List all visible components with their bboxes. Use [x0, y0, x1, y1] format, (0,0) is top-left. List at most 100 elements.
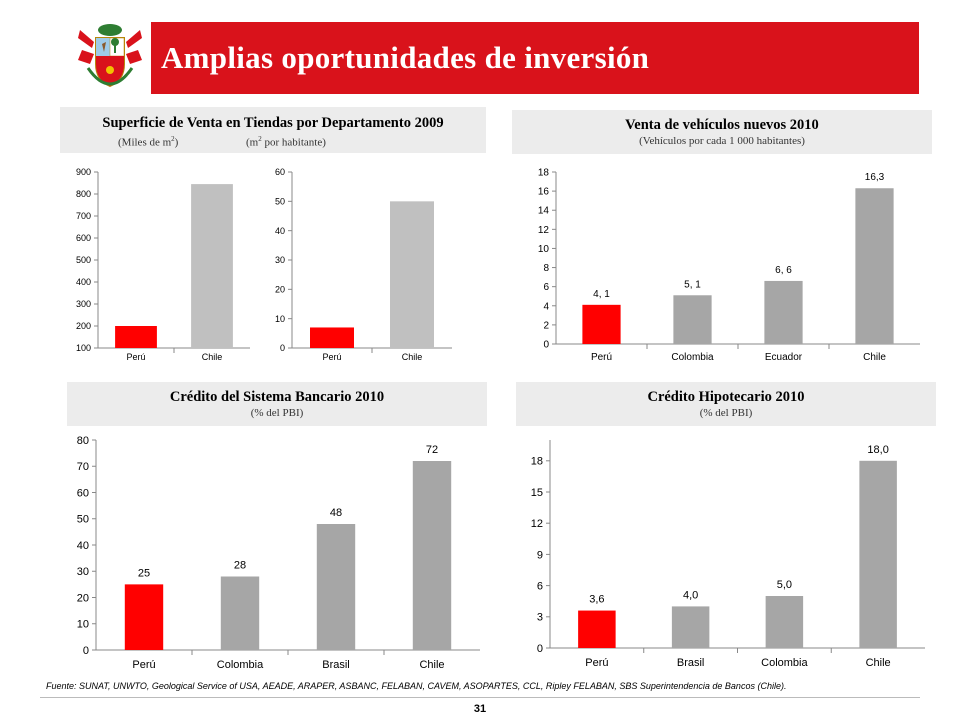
y-tick-label: 700	[76, 211, 91, 221]
y-tick-label: 3	[537, 612, 543, 624]
superficie-header: Superficie de Venta en Tiendas por Depar…	[60, 107, 486, 153]
data-label: 4, 1	[593, 289, 610, 300]
page-title: Amplias oportunidades de inversión	[161, 40, 650, 75]
bar-brasil	[316, 524, 356, 650]
x-category-label: Colombia	[217, 659, 264, 671]
bar-colombia	[765, 596, 804, 648]
y-tick-label: 20	[77, 592, 89, 604]
chart-vehiculos: 0 2 4 6 8 10 12 14 16 18 Perú 4, 1 Colombia 5, 1 Ecuad…	[538, 168, 920, 363]
credito-subtitle: (% del PBI)	[250, 407, 304, 419]
y-tick-label: 50	[275, 196, 285, 206]
y-tick-label: 6	[543, 282, 549, 293]
data-label: 3,6	[589, 594, 604, 606]
chart-credito: 0 10 20 30 40 50 60 70 80 Perú 25 Colombia 28 Brasil 4…	[77, 435, 480, 671]
y-tick-label: 9	[537, 549, 543, 561]
bar-chile	[390, 201, 434, 348]
data-label: 5,0	[777, 579, 792, 591]
bar-per	[578, 610, 616, 648]
y-tick-label: 200	[76, 321, 91, 331]
page-number: 31	[473, 703, 487, 715]
y-tick-label: 20	[275, 284, 285, 294]
vehiculos-header: Venta de vehículos nuevos 2010 (Vehículo…	[512, 110, 932, 154]
x-category-label: Perú	[126, 352, 145, 362]
bar-chile	[859, 460, 897, 648]
y-tick-label: 30	[275, 255, 285, 265]
footer-divider	[40, 697, 920, 698]
y-tick-label: 12	[531, 518, 543, 530]
x-category-label: Chile	[202, 352, 223, 362]
y-tick-label: 50	[77, 514, 89, 526]
y-tick-label: 10	[275, 314, 285, 324]
data-label: 4,0	[683, 589, 698, 601]
bar-chile	[191, 184, 233, 348]
peru-coat-of-arms-logo	[78, 24, 142, 88]
superficie-subtitle-left: (Miles de m2)	[118, 135, 179, 149]
y-tick-label: 10	[77, 619, 89, 631]
data-label: 18,0	[867, 444, 888, 456]
y-tick-label: 30	[77, 566, 89, 578]
y-tick-label: 70	[77, 461, 89, 473]
y-tick-label: 6	[537, 580, 543, 592]
x-category-label: Ecuador	[765, 352, 803, 363]
x-category-label: Perú	[591, 352, 612, 363]
source-note: Fuente: SUNAT, UNWTO, Geological Service…	[46, 681, 787, 691]
data-label: 28	[234, 560, 246, 572]
y-tick-label: 400	[76, 277, 91, 287]
y-tick-label: 40	[77, 540, 89, 552]
data-label: 25	[138, 567, 150, 579]
bar-ecuador	[764, 280, 803, 344]
credito-header: Crédito del Sistema Bancario 2010 (% del…	[67, 382, 487, 426]
chart-superficie-hab: 0 10 20 30 40 50 60 Perú Chile	[275, 167, 452, 362]
x-category-label: Chile	[402, 352, 423, 362]
y-tick-label: 600	[76, 233, 91, 243]
y-tick-label: 10	[538, 244, 550, 255]
y-tick-label: 900	[76, 167, 91, 177]
y-tick-label: 15	[531, 487, 543, 499]
y-tick-label: 18	[538, 168, 550, 179]
y-tick-label: 300	[76, 299, 91, 309]
y-tick-label: 100	[76, 343, 91, 353]
data-label: 48	[330, 507, 342, 519]
y-tick-label: 12	[538, 225, 550, 236]
x-category-label: Chile	[863, 352, 886, 363]
x-category-label: Chile	[419, 659, 444, 671]
hipotecario-subtitle: (% del PBI)	[699, 407, 753, 419]
superficie-title: Superficie de Venta en Tiendas por Depar…	[102, 115, 444, 131]
vehiculos-title: Venta de vehículos nuevos 2010	[625, 117, 819, 133]
y-tick-label: 18	[531, 456, 543, 468]
y-tick-label: 8	[543, 263, 549, 274]
superficie-subtitle-right: (m2 por habitante)	[246, 135, 326, 149]
title-bar: Amplias oportunidades de inversión	[151, 22, 919, 94]
x-category-label: Chile	[866, 657, 891, 669]
data-label: 72	[426, 444, 438, 456]
data-label: 5, 1	[684, 279, 701, 290]
x-category-label: Colombia	[671, 352, 714, 363]
y-tick-label: 0	[83, 645, 89, 657]
x-category-label: Brasil	[677, 657, 705, 669]
y-tick-label: 60	[275, 167, 285, 177]
data-label: 16,3	[865, 172, 885, 183]
bar-brasil	[671, 606, 710, 648]
hipotecario-title: Crédito Hipotecario 2010	[647, 389, 805, 405]
x-category-label: Perú	[585, 657, 608, 669]
bar-chile	[855, 188, 894, 344]
x-category-label: Perú	[132, 659, 155, 671]
y-tick-label: 16	[538, 187, 550, 198]
x-category-label: Brasil	[322, 659, 350, 671]
bar-colombia	[673, 295, 712, 344]
y-tick-label: 60	[77, 487, 89, 499]
credito-title: Crédito del Sistema Bancario 2010	[169, 389, 385, 405]
chart-superficie-miles: 100 200 300 400 500 600 700 800 900 Perú Chile	[76, 167, 250, 362]
x-category-label: Perú	[322, 352, 341, 362]
y-tick-label: 2	[543, 320, 549, 331]
y-tick-label: 800	[76, 189, 91, 199]
y-tick-label: 0	[280, 343, 285, 353]
y-tick-label: 500	[76, 255, 91, 265]
chart-hipotecario: 0 3 6 9 12 15 18 Perú 3,6 Brasil 4,0 Colombia 5,0 Chi…	[531, 440, 925, 669]
y-tick-label: 0	[537, 643, 543, 655]
x-category-label: Colombia	[761, 657, 808, 669]
bar-per	[582, 304, 621, 344]
y-tick-label: 0	[543, 340, 549, 351]
bar-colombia	[220, 576, 260, 650]
y-tick-label: 80	[77, 435, 89, 447]
